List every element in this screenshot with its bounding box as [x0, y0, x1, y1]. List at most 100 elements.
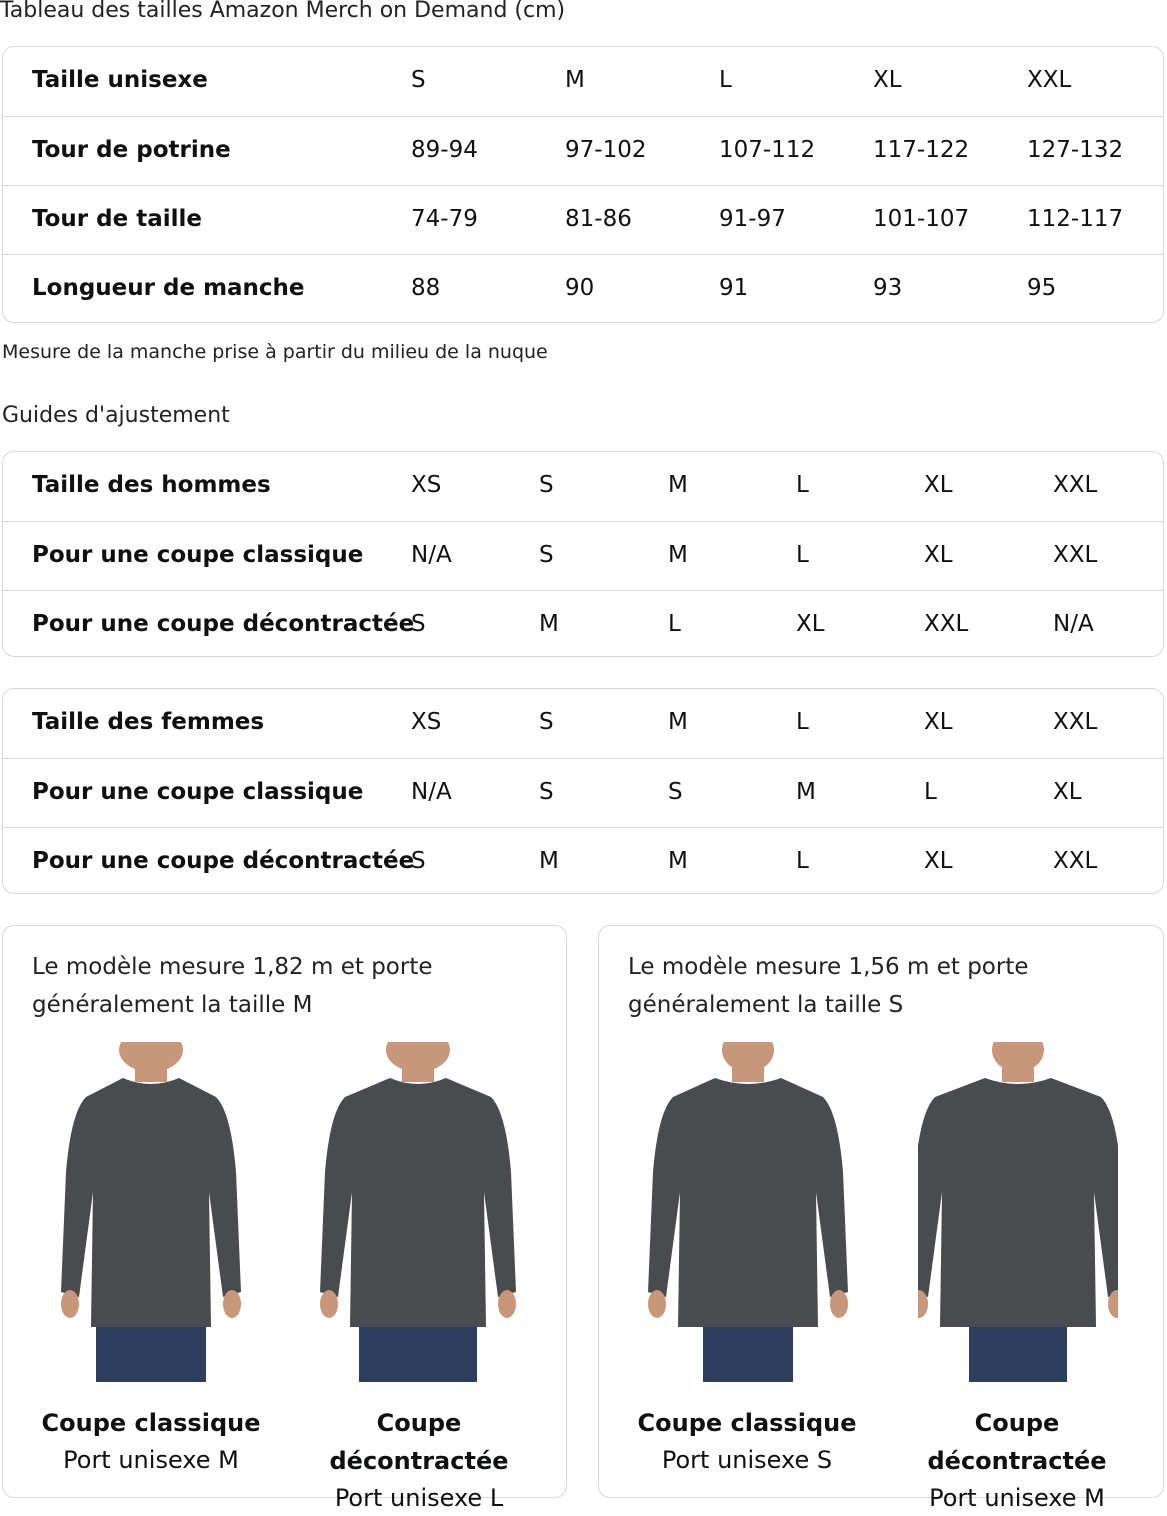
shirt	[61, 1078, 241, 1327]
row-label: Taille des femmes	[32, 709, 265, 735]
table-cell: S	[539, 542, 554, 568]
table-cell: S	[411, 611, 426, 637]
table-row: Tour de potrine 89-94 97-102 107-112 117-122…	[3, 116, 1163, 185]
model-photo-women-classic	[648, 1042, 848, 1382]
model-info-line2: généralement la taille S	[628, 992, 904, 1018]
model-card-women: Le modèle mesure 1,56 m et porte générale…	[598, 925, 1164, 1512]
table-cell: 93	[873, 275, 903, 301]
table-row: Tour de taille 74-79 81-86 91-97 101-107 112-…	[3, 185, 1163, 254]
table-cell: 97-102	[565, 137, 647, 163]
hand	[648, 1290, 666, 1318]
table-cell: 89-94	[411, 137, 478, 163]
row-label: Pour une coupe classique	[32, 542, 364, 568]
row-label: Longueur de manche	[32, 275, 305, 301]
table-cell: XL	[873, 67, 902, 93]
hand	[498, 1290, 516, 1318]
row-label: Taille unisexe	[32, 67, 208, 93]
table-cell: N/A	[411, 542, 452, 568]
table-cell: M	[668, 472, 688, 498]
table-cell: 95	[1027, 275, 1057, 301]
table-cell: M	[539, 611, 559, 637]
table-cell: XS	[411, 709, 442, 735]
table-cell: S	[539, 779, 554, 805]
table-cell: M	[668, 709, 688, 735]
shirt	[918, 1078, 1118, 1327]
table-cell: 101-107	[873, 206, 970, 232]
table-row: Pour une coupe classique N/A S M L XL XXL	[3, 521, 1163, 590]
row-label: Tour de potrine	[32, 137, 231, 163]
fit-caption: Coupe classique	[637, 1409, 857, 1437]
table-cell: 91	[719, 275, 749, 301]
wear-caption: Port unisexe M	[929, 1484, 1105, 1512]
table-cell: L	[796, 709, 809, 735]
wear-caption: Port unisexe S	[661, 1446, 833, 1474]
table-cell: M	[539, 848, 559, 874]
model-info-line1: Le modèle mesure 1,82 m et porte	[32, 954, 433, 980]
fit-caption: Coupe décontractée	[329, 1409, 509, 1475]
table-cell: M	[668, 542, 688, 568]
table-cell: S	[539, 472, 554, 498]
table-cell: L	[796, 848, 809, 874]
wear-caption: Port unisexe M	[63, 1446, 239, 1474]
table-cell: L	[668, 611, 681, 637]
fit-caption: Coupe décontractée	[927, 1409, 1107, 1475]
table-row: Taille des hommes XS S M L XL XXL	[3, 452, 1163, 521]
table-cell: L	[796, 472, 809, 498]
table-cell: 107-112	[719, 137, 816, 163]
table-cell: 88	[411, 275, 441, 301]
table-cell: L	[796, 542, 809, 568]
face	[722, 1042, 774, 1072]
table-cell: XL	[924, 848, 953, 874]
table-cell: 90	[565, 275, 595, 301]
table-cell: 91-97	[719, 206, 786, 232]
table-cell: S	[668, 779, 683, 805]
table-cell: M	[668, 848, 688, 874]
shirt	[648, 1078, 848, 1327]
model-card-men: Le modèle mesure 1,82 m et porte générale…	[2, 925, 567, 1512]
table-cell: XL	[924, 709, 953, 735]
table-cell: 117-122	[873, 137, 970, 163]
table-cell: L	[924, 779, 937, 805]
size-chart-title: Tableau des tailles Amazon Merch on Dema…	[0, 0, 566, 23]
row-label: Taille des hommes	[32, 472, 271, 498]
hand	[918, 1290, 928, 1318]
table-cell: N/A	[411, 779, 452, 805]
model-photo-men-classic	[61, 1042, 241, 1382]
model-photo-women-relaxed	[918, 1042, 1118, 1382]
table-cell: M	[565, 67, 585, 93]
face	[386, 1042, 450, 1072]
table-row: Pour une coupe classique N/A S S M L XL	[3, 758, 1163, 827]
fit-caption: Coupe classique	[41, 1409, 261, 1437]
table-cell: L	[719, 67, 732, 93]
row-label: Tour de taille	[32, 206, 202, 232]
model-info-line2: généralement la taille M	[32, 992, 313, 1018]
hand	[61, 1290, 79, 1318]
row-label: Pour une coupe décontractée	[32, 848, 415, 874]
table-cell: XXL	[1053, 542, 1098, 568]
table-cell: 127-132	[1027, 137, 1124, 163]
table-cell: S	[411, 848, 426, 874]
table-row: Longueur de manche 88 90 91 93 95	[3, 254, 1163, 323]
shirt	[320, 1078, 516, 1327]
size-chart-table: Taille unisexe S M L XL XXL Tour de potrine 89-…	[2, 46, 1164, 323]
table-row: Pour une coupe décontractée S M L XL XXL N/A	[3, 590, 1163, 659]
men-fit-table: Taille des hommes XS S M L XL XXL Pour une coup…	[2, 451, 1164, 657]
table-cell: S	[411, 67, 426, 93]
size-chart-note: Mesure de la manche prise à partir du mi…	[2, 341, 548, 363]
table-cell: N/A	[1053, 611, 1094, 637]
table-cell: XL	[924, 472, 953, 498]
table-cell: 81-86	[565, 206, 632, 232]
table-cell: XS	[411, 472, 442, 498]
hand	[223, 1290, 241, 1318]
model-info-line1: Le modèle mesure 1,56 m et porte	[628, 954, 1029, 980]
table-row: Pour une coupe décontractée S M M L XL XXL	[3, 827, 1163, 896]
table-cell: XL	[796, 611, 825, 637]
fit-guides-title: Guides d'ajustement	[2, 403, 230, 428]
table-cell: S	[539, 709, 554, 735]
wear-caption: Port unisexe L	[334, 1484, 504, 1512]
table-cell: XXL	[1027, 67, 1072, 93]
row-label: Pour une coupe décontractée	[32, 611, 415, 637]
table-cell: 112-117	[1027, 206, 1124, 232]
model-photo-men-relaxed	[320, 1042, 516, 1382]
table-cell: XL	[1053, 779, 1082, 805]
